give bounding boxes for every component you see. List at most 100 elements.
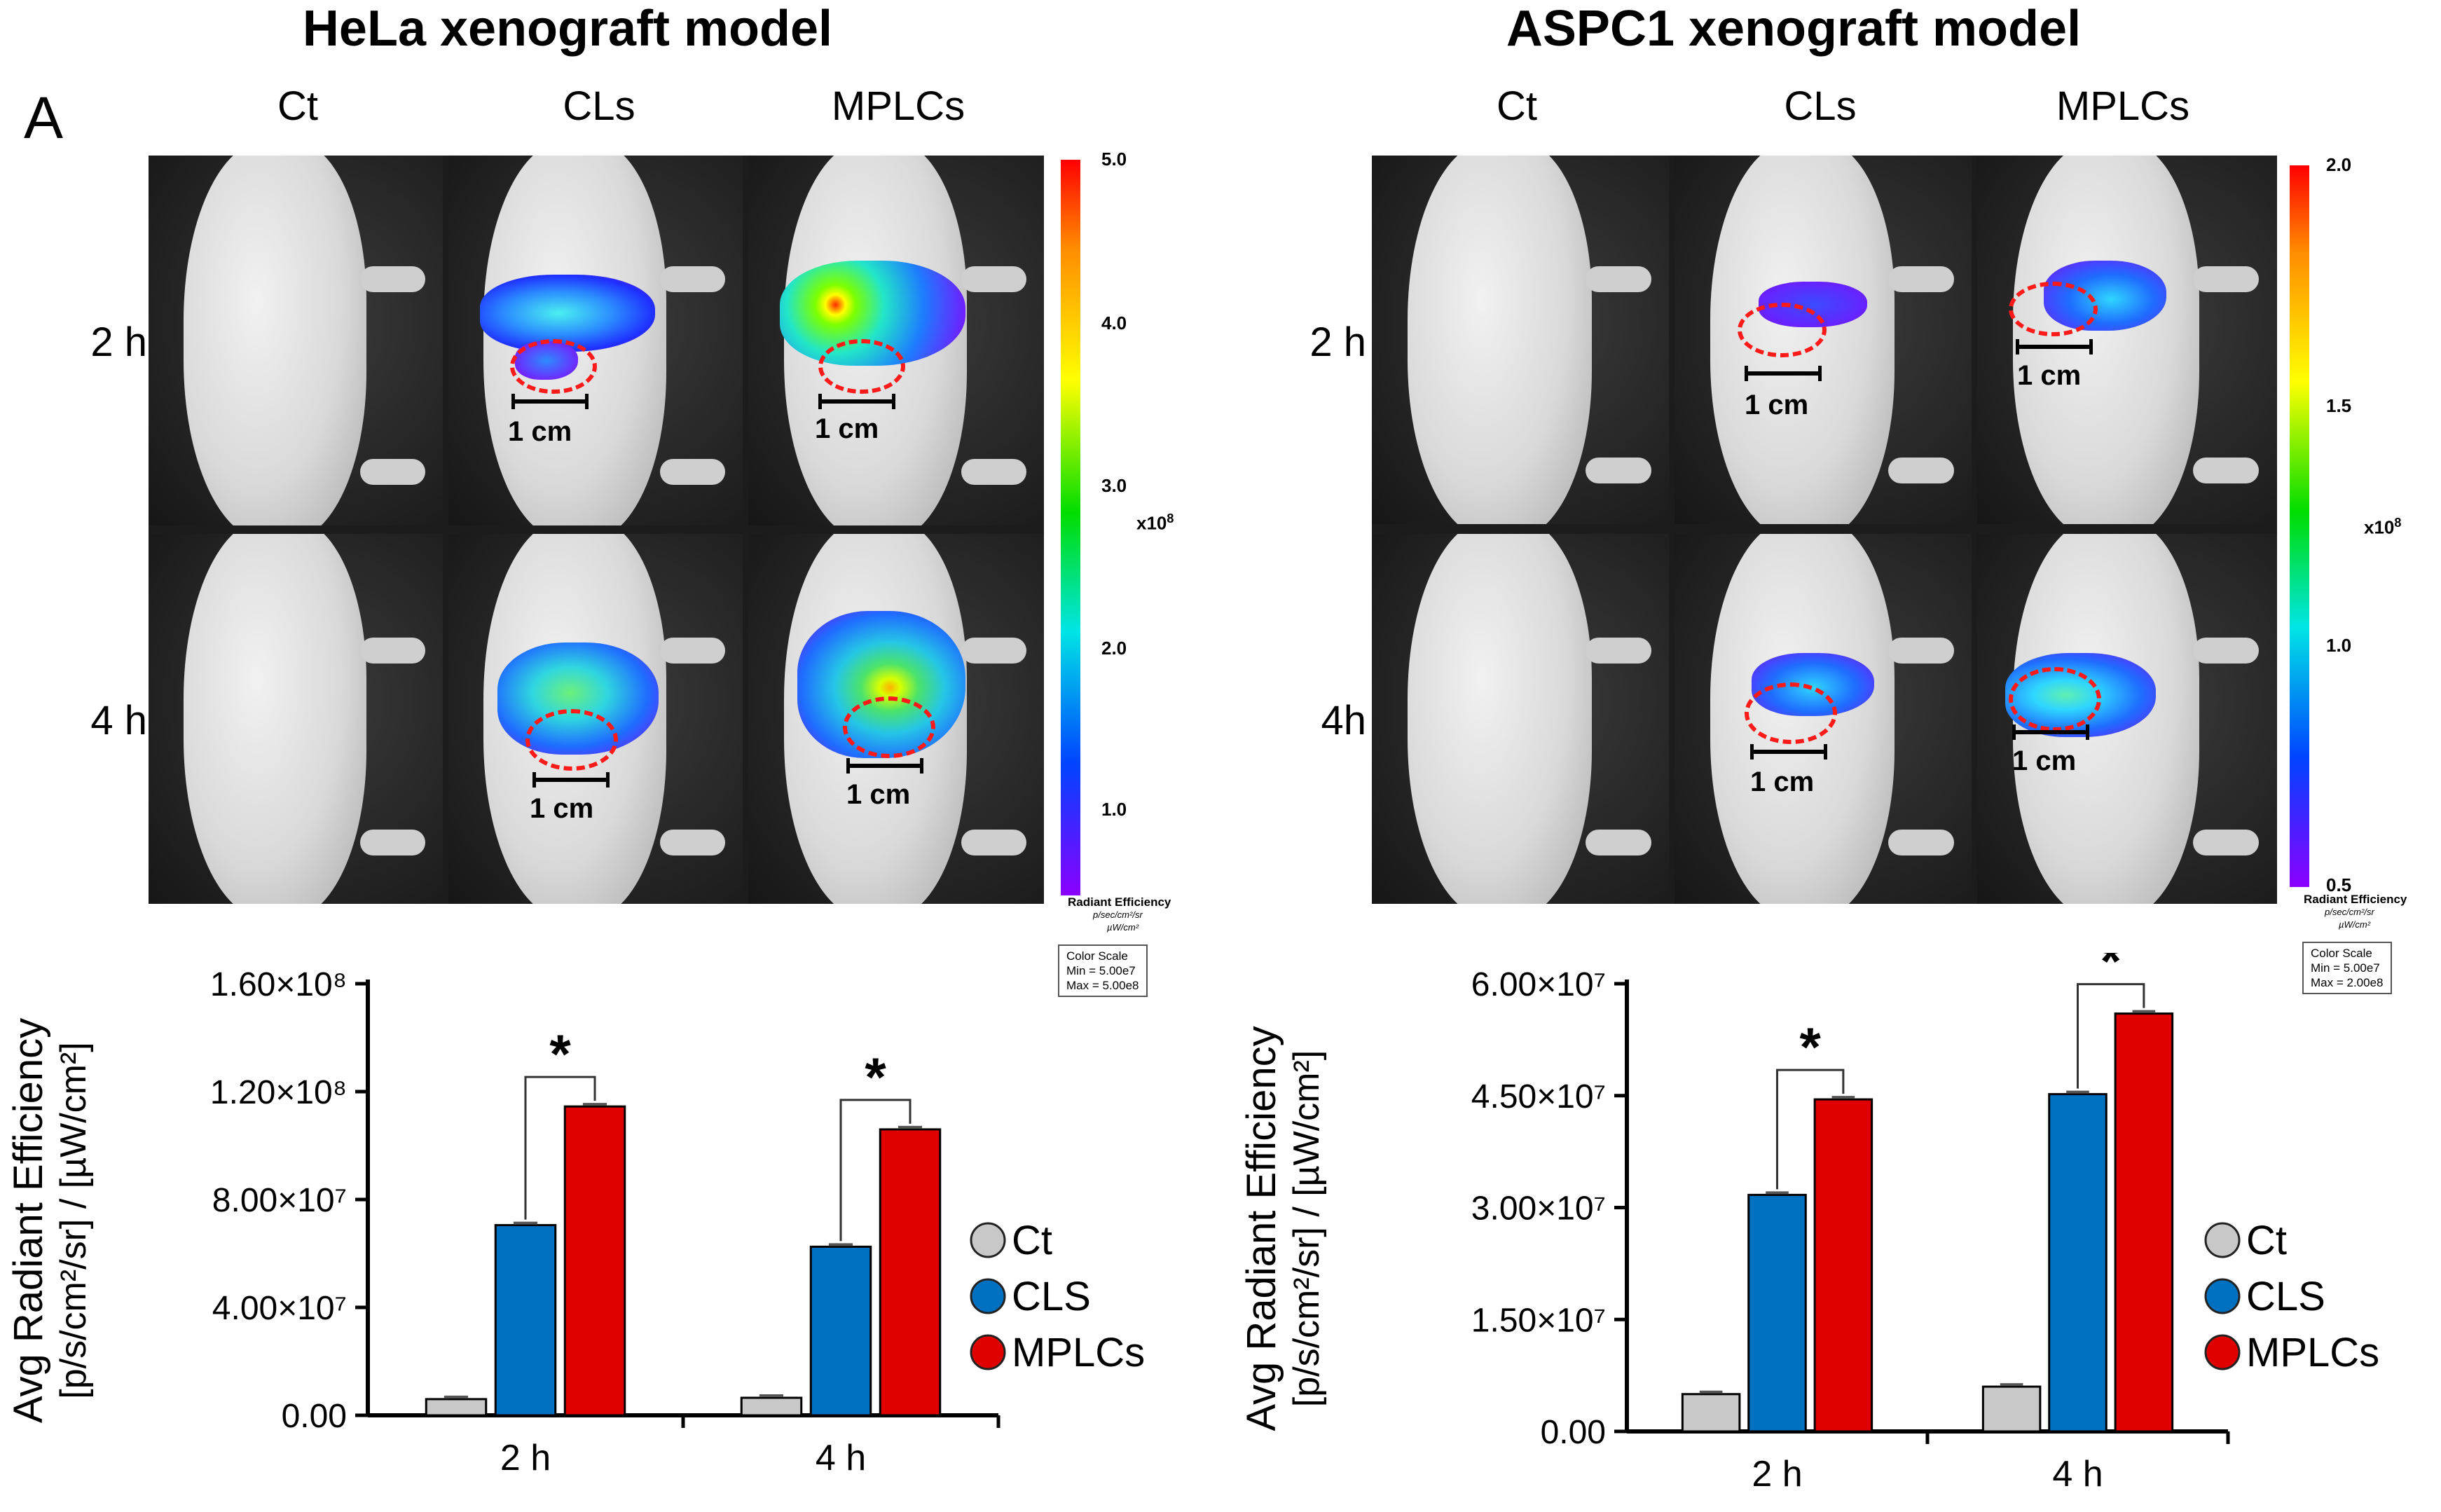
right-cbar-tick: 1.5 bbox=[2326, 395, 2352, 416]
left-color-scale-box: Color Scale Min = 5.00e7 Max = 5.00e8 bbox=[1058, 944, 1148, 997]
y-tick-label: 0.00 bbox=[1541, 1414, 1606, 1451]
left-cbar-unit-num: p/sec/cm²/sr bbox=[1093, 909, 1143, 920]
legend-label-ct: Ct bbox=[2246, 1218, 2287, 1263]
bar-ct-1 bbox=[740, 1396, 803, 1417]
left-img-mplcs-2h: 1 cm bbox=[748, 156, 1044, 525]
right-cbar-unit-den: µW/cm² bbox=[2339, 919, 2371, 930]
right-cbar-label: Radiant Efficiency bbox=[2304, 893, 2407, 906]
right-title: ASPC1 xenograft model bbox=[1506, 1, 2082, 57]
legend-marker-cls bbox=[970, 1278, 1006, 1314]
legend-marker-ct bbox=[2204, 1222, 2241, 1258]
right-img-cls-2h: 1 cm bbox=[1675, 156, 1972, 524]
left-cbar-multiplier: x108 bbox=[1136, 511, 1174, 534]
right-col-cls: CLs bbox=[1784, 83, 1857, 129]
left-row-4h: 4 h bbox=[90, 698, 147, 743]
right-image-grid: 1 cm 1 cm 1 cm 1 cm bbox=[1372, 156, 2277, 904]
left-colorbar bbox=[1061, 160, 1080, 895]
y-axis-label-line1: Avg Radiant Efficiency bbox=[1239, 1026, 1284, 1431]
right-img-ct-4h bbox=[1372, 534, 1669, 904]
left-img-mplcs-4h: 1 cm bbox=[748, 534, 1044, 904]
left-cbar-tick: 3.0 bbox=[1101, 475, 1127, 496]
legend-label-ct: Ct bbox=[1012, 1218, 1052, 1263]
right-scale-title: Color Scale bbox=[2311, 947, 2372, 960]
y-tick-label: 1.50×10⁷ bbox=[1471, 1302, 1606, 1339]
left-scale-min: Min = 5.00e7 bbox=[1066, 964, 1136, 977]
y-axis-label-line2: [p/s/cm²/sr] / [µW/cm²] bbox=[53, 1042, 94, 1398]
significance-bracket bbox=[1776, 1068, 1845, 1190]
x-tick-label: 4 h bbox=[816, 1438, 866, 1478]
left-col-cls: CLs bbox=[563, 83, 635, 129]
x-tick-label: 2 h bbox=[1752, 1454, 1802, 1494]
right-row-4h: 4h bbox=[1321, 698, 1366, 743]
left-cbar-label: Radiant Efficiency bbox=[1068, 895, 1171, 909]
right-img-mplcs-2h: 1 cm bbox=[1977, 156, 2277, 524]
legend-marker-ct bbox=[970, 1222, 1006, 1258]
left-cbar-tick: 1.0 bbox=[1101, 799, 1127, 820]
y-axis-label-line1: Avg Radiant Efficiency bbox=[6, 1018, 51, 1423]
legend-label-mplcs: MPLCs bbox=[1012, 1330, 1145, 1375]
right-img-mplcs-4h: 1 cm bbox=[1977, 534, 2277, 904]
significance-star: * bbox=[865, 1046, 886, 1108]
left-scale-label: 1 cm bbox=[815, 413, 879, 444]
bar-mplcs-1 bbox=[879, 1128, 942, 1417]
y-tick-label: 4.50×10⁷ bbox=[1471, 1078, 1606, 1115]
left-cbar-tick: 2.0 bbox=[1101, 638, 1127, 659]
right-cbar-tick: 1.0 bbox=[2326, 635, 2352, 656]
left-cbar-tick: 4.0 bbox=[1101, 312, 1127, 334]
right-row-2h: 2 h bbox=[1309, 319, 1366, 365]
significance-bracket bbox=[2077, 983, 2145, 1089]
right-cbar-unit-num: p/sec/cm²/sr bbox=[2325, 907, 2374, 917]
bar-ct-0 bbox=[1681, 1393, 1741, 1433]
right-bar-chart: Avg Radiant Efficiency [p/s/cm²/sr] / [µW… bbox=[1239, 953, 2379, 1494]
legend-label-cls: CLS bbox=[1012, 1274, 1091, 1319]
left-scale-label: 1 cm bbox=[846, 779, 911, 810]
panel-letter: A bbox=[24, 85, 64, 151]
left-bar-chart: Avg Radiant Efficiency [p/s/cm²/sr] / [µW… bbox=[6, 966, 1145, 1478]
significance-bracket bbox=[524, 1075, 596, 1220]
y-tick-label: 1.20×10⁸ bbox=[210, 1074, 347, 1111]
right-img-cls-4h: 1 cm bbox=[1675, 534, 1972, 904]
legend-marker-mplcs bbox=[2204, 1334, 2241, 1370]
significance-star: * bbox=[2100, 953, 2122, 992]
legend-marker-mplcs bbox=[970, 1334, 1006, 1370]
right-colorbar bbox=[2290, 165, 2309, 887]
bar-ct-1 bbox=[1981, 1385, 2042, 1433]
right-color-scale-box: Color Scale Min = 5.00e7 Max = 2.00e8 bbox=[2302, 942, 2392, 994]
y-tick-label: 0.00 bbox=[282, 1398, 347, 1435]
legend-label-mplcs: MPLCs bbox=[2246, 1330, 2379, 1375]
bar-cls-0 bbox=[494, 1224, 557, 1417]
y-tick-label: 1.60×10⁸ bbox=[210, 966, 347, 1003]
right-scale-label: 1 cm bbox=[2017, 360, 2082, 391]
left-row-2h: 2 h bbox=[90, 319, 147, 365]
left-col-mplcs: MPLCs bbox=[831, 83, 965, 129]
left-img-ct-2h bbox=[149, 156, 443, 525]
left-col-ct: Ct bbox=[277, 83, 318, 129]
y-tick-label: 4.00×10⁷ bbox=[212, 1290, 347, 1327]
legend-label-cls: CLS bbox=[2246, 1274, 2325, 1319]
bar-cls-1 bbox=[2048, 1093, 2107, 1433]
left-cbar-unit-den: µW/cm² bbox=[1107, 922, 1139, 933]
left-scale-label: 1 cm bbox=[508, 416, 572, 447]
left-cbar-tick: 5.0 bbox=[1101, 149, 1127, 170]
bar-mplcs-0 bbox=[563, 1105, 626, 1417]
y-tick-label: 3.00×10⁷ bbox=[1471, 1190, 1606, 1228]
right-scale-label: 1 cm bbox=[1745, 390, 1809, 420]
legend-marker-cls bbox=[2204, 1278, 2241, 1314]
y-tick-label: 8.00×10⁷ bbox=[212, 1182, 347, 1219]
left-img-cls-4h: 1 cm bbox=[448, 534, 743, 904]
bar-ct-0 bbox=[425, 1398, 488, 1417]
right-scale-min: Min = 5.00e7 bbox=[2311, 961, 2380, 975]
significance-bracket bbox=[839, 1099, 912, 1242]
bar-mplcs-1 bbox=[2114, 1012, 2174, 1433]
right-cbar-tick: 0.5 bbox=[2326, 874, 2352, 895]
significance-star: * bbox=[1800, 1016, 1822, 1078]
left-scale-title: Color Scale bbox=[1066, 949, 1128, 963]
bar-mplcs-0 bbox=[1813, 1098, 1873, 1433]
y-tick-label: 6.00×10⁷ bbox=[1471, 966, 1606, 1003]
right-scale-max: Max = 2.00e8 bbox=[2311, 976, 2384, 989]
x-tick-label: 2 h bbox=[500, 1438, 551, 1478]
bar-cls-1 bbox=[809, 1245, 872, 1417]
left-scale-label: 1 cm bbox=[530, 793, 594, 824]
right-img-ct-2h bbox=[1372, 156, 1669, 524]
left-image-grid: 1 cm 1 cm 1 cm 1 cm bbox=[149, 156, 1044, 904]
